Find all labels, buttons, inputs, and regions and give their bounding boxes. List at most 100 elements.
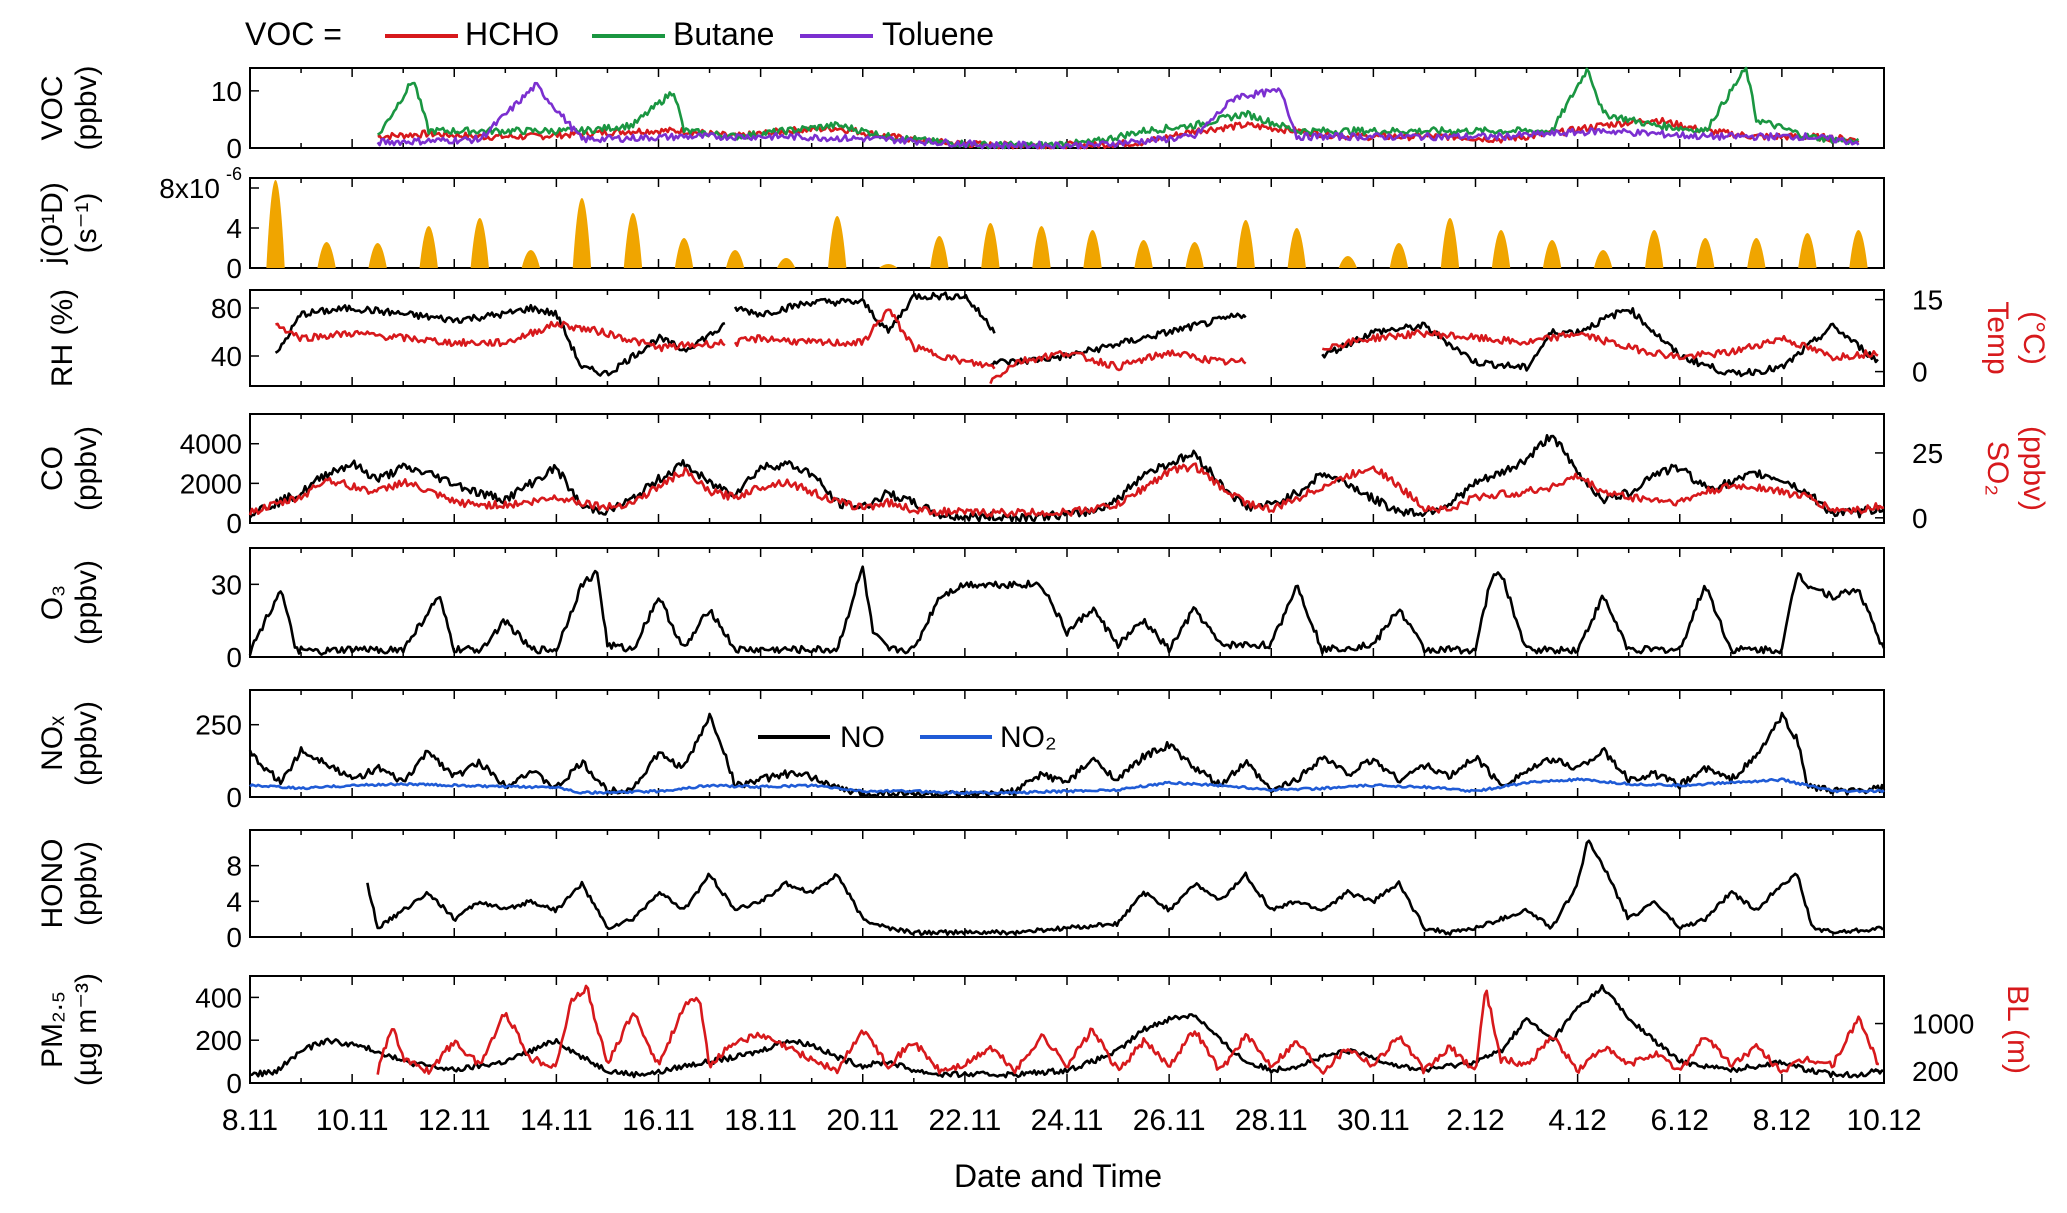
series-toluene	[376, 81, 1860, 150]
y-tick-label: 0	[226, 508, 242, 539]
series-rh	[274, 303, 726, 377]
x-tick-labels: 8.11 10.11 12.11 14.11 16.11 18.11 20.11 22.11 2…	[222, 1104, 1922, 1137]
y-axis-label: (s⁻¹)	[70, 193, 103, 254]
y-tick-label: 4000	[180, 429, 242, 460]
y-axis-label: (ppbv)	[70, 701, 103, 786]
legend-hcho-label: HCHO	[465, 16, 559, 52]
panel-frame	[249, 413, 1885, 524]
y-tick-label: 40	[211, 341, 242, 372]
y-axis-label: NOₓ	[36, 716, 69, 771]
y-axis-label: (ppbv)	[70, 65, 103, 150]
jo1d-daily-peak	[521, 250, 541, 268]
series-temp	[275, 320, 726, 353]
jo1d-daily-peak	[1287, 228, 1306, 268]
series-rh	[989, 312, 1247, 367]
jo1d-daily-peak	[1747, 238, 1766, 268]
x-tick-label: 8.11	[222, 1104, 278, 1137]
panel-o3: 0 30 O₃ (ppbv)	[36, 547, 1886, 673]
jo1d-daily-peak	[1083, 230, 1102, 268]
y-axis-label: (ppbv)	[70, 841, 103, 926]
panel-frame	[249, 547, 1885, 658]
series-rh	[733, 291, 996, 334]
jo1d-daily-peak	[981, 223, 1000, 268]
y2-axis-label: BL (m)	[2001, 985, 2034, 1074]
x-tick-label: 30.11	[1337, 1104, 1410, 1137]
series-no	[248, 711, 1886, 799]
jo1d-daily-peak	[1134, 240, 1153, 268]
y-tick-label: 0	[226, 1068, 242, 1099]
y2-axis-label: (°C)	[2017, 311, 2050, 365]
series-pm2-5	[249, 984, 1885, 1079]
jo1d-daily-peak	[1185, 242, 1204, 268]
jo1d-daily-peak	[879, 264, 898, 268]
y2-tick-label: 0	[1912, 503, 1928, 534]
jo1d-daily-peak	[1440, 218, 1460, 268]
panel-voc: 0 10 VOC (ppbv)	[36, 65, 1885, 164]
panel-nox: 0 250 NOₓ (ppbv)	[36, 689, 1886, 813]
voc-legend: VOC = HCHO Butane Toluene	[245, 16, 994, 52]
x-tick-label: 8.12	[1753, 1104, 1811, 1137]
jo1d-daily-peak	[1032, 226, 1051, 268]
y2-axis-label: (ppbv)	[2017, 426, 2050, 511]
jo1d-daily-peak	[623, 213, 643, 268]
x-tick-label: 18.11	[724, 1104, 797, 1137]
series-rh	[1321, 307, 1879, 378]
y-tick-label: 10	[211, 76, 242, 107]
x-tick-label: 4.12	[1548, 1104, 1606, 1137]
jo1d-daily-peak	[266, 180, 285, 268]
legend-butane-label: Butane	[673, 16, 774, 52]
jo1d-daily-peak	[1645, 230, 1664, 268]
x-tick-label: 14.11	[520, 1104, 593, 1137]
legend-no2-label: NO₂	[1000, 721, 1057, 754]
x-tick-label: 16.11	[622, 1104, 695, 1137]
x-tick-label: 28.11	[1235, 1104, 1308, 1137]
y-tick-label: 0	[226, 642, 242, 673]
y-axis-label: (ppbv)	[70, 426, 103, 511]
series-butane	[376, 66, 1860, 150]
x-tick-label: 2.12	[1446, 1104, 1504, 1137]
x-tick-label: 26.11	[1133, 1104, 1206, 1137]
y2-tick-label: 0	[1912, 357, 1928, 388]
series-temp	[1321, 329, 1879, 362]
y2-axis-label: Temp	[1981, 301, 2014, 374]
jo1d-daily-peak	[828, 216, 847, 268]
series-so2	[248, 462, 1885, 518]
y-tick-label: 0	[226, 133, 242, 164]
x-axis-title: Date and Time	[954, 1158, 1162, 1194]
y2-tick-label: 25	[1912, 438, 1943, 469]
y-tick-label: 2000	[180, 468, 242, 499]
jo1d-daily-peak	[1236, 220, 1255, 268]
y-axis-label: O₃	[36, 585, 69, 621]
y-tick-label: 4	[226, 213, 242, 244]
y2-tick-label: 200	[1912, 1056, 1959, 1087]
jo1d-daily-peak	[776, 258, 796, 268]
panel-frame	[249, 829, 1885, 938]
x-tick-label: 20.11	[826, 1104, 899, 1137]
y2-tick-label: 1000	[1912, 1009, 1974, 1040]
x-tick-label: 10.12	[1846, 1104, 1921, 1137]
jo1d-daily-peak	[1542, 240, 1562, 268]
x-tick-label: 10.11	[316, 1104, 389, 1137]
series-temp	[989, 349, 1247, 385]
y-tick-label: 0	[226, 253, 242, 284]
jo1d-daily-peak	[572, 198, 592, 268]
y-axis-label: (µg m⁻³)	[70, 973, 103, 1086]
jo1d-daily-peak	[725, 250, 745, 268]
y-tick-label: 0	[226, 922, 242, 953]
series-hono	[366, 839, 1884, 936]
panel-frame	[249, 177, 1885, 269]
y-tick-label: 8	[226, 851, 242, 882]
x-tick-label: 12.11	[418, 1104, 491, 1137]
x-tick-label: 6.12	[1651, 1104, 1709, 1137]
y-tick-label: 8x10	[159, 173, 220, 204]
y-tick-label: 80	[211, 293, 242, 324]
y2-tick-label: 15	[1912, 285, 1943, 316]
series-no-	[249, 777, 1885, 796]
jo1d-daily-peak	[1491, 230, 1511, 268]
jo1d-daily-peak	[1389, 243, 1409, 268]
y-axis-label: j(O¹D)	[36, 182, 69, 265]
y-axis-label: PM₂.₅	[36, 991, 69, 1068]
